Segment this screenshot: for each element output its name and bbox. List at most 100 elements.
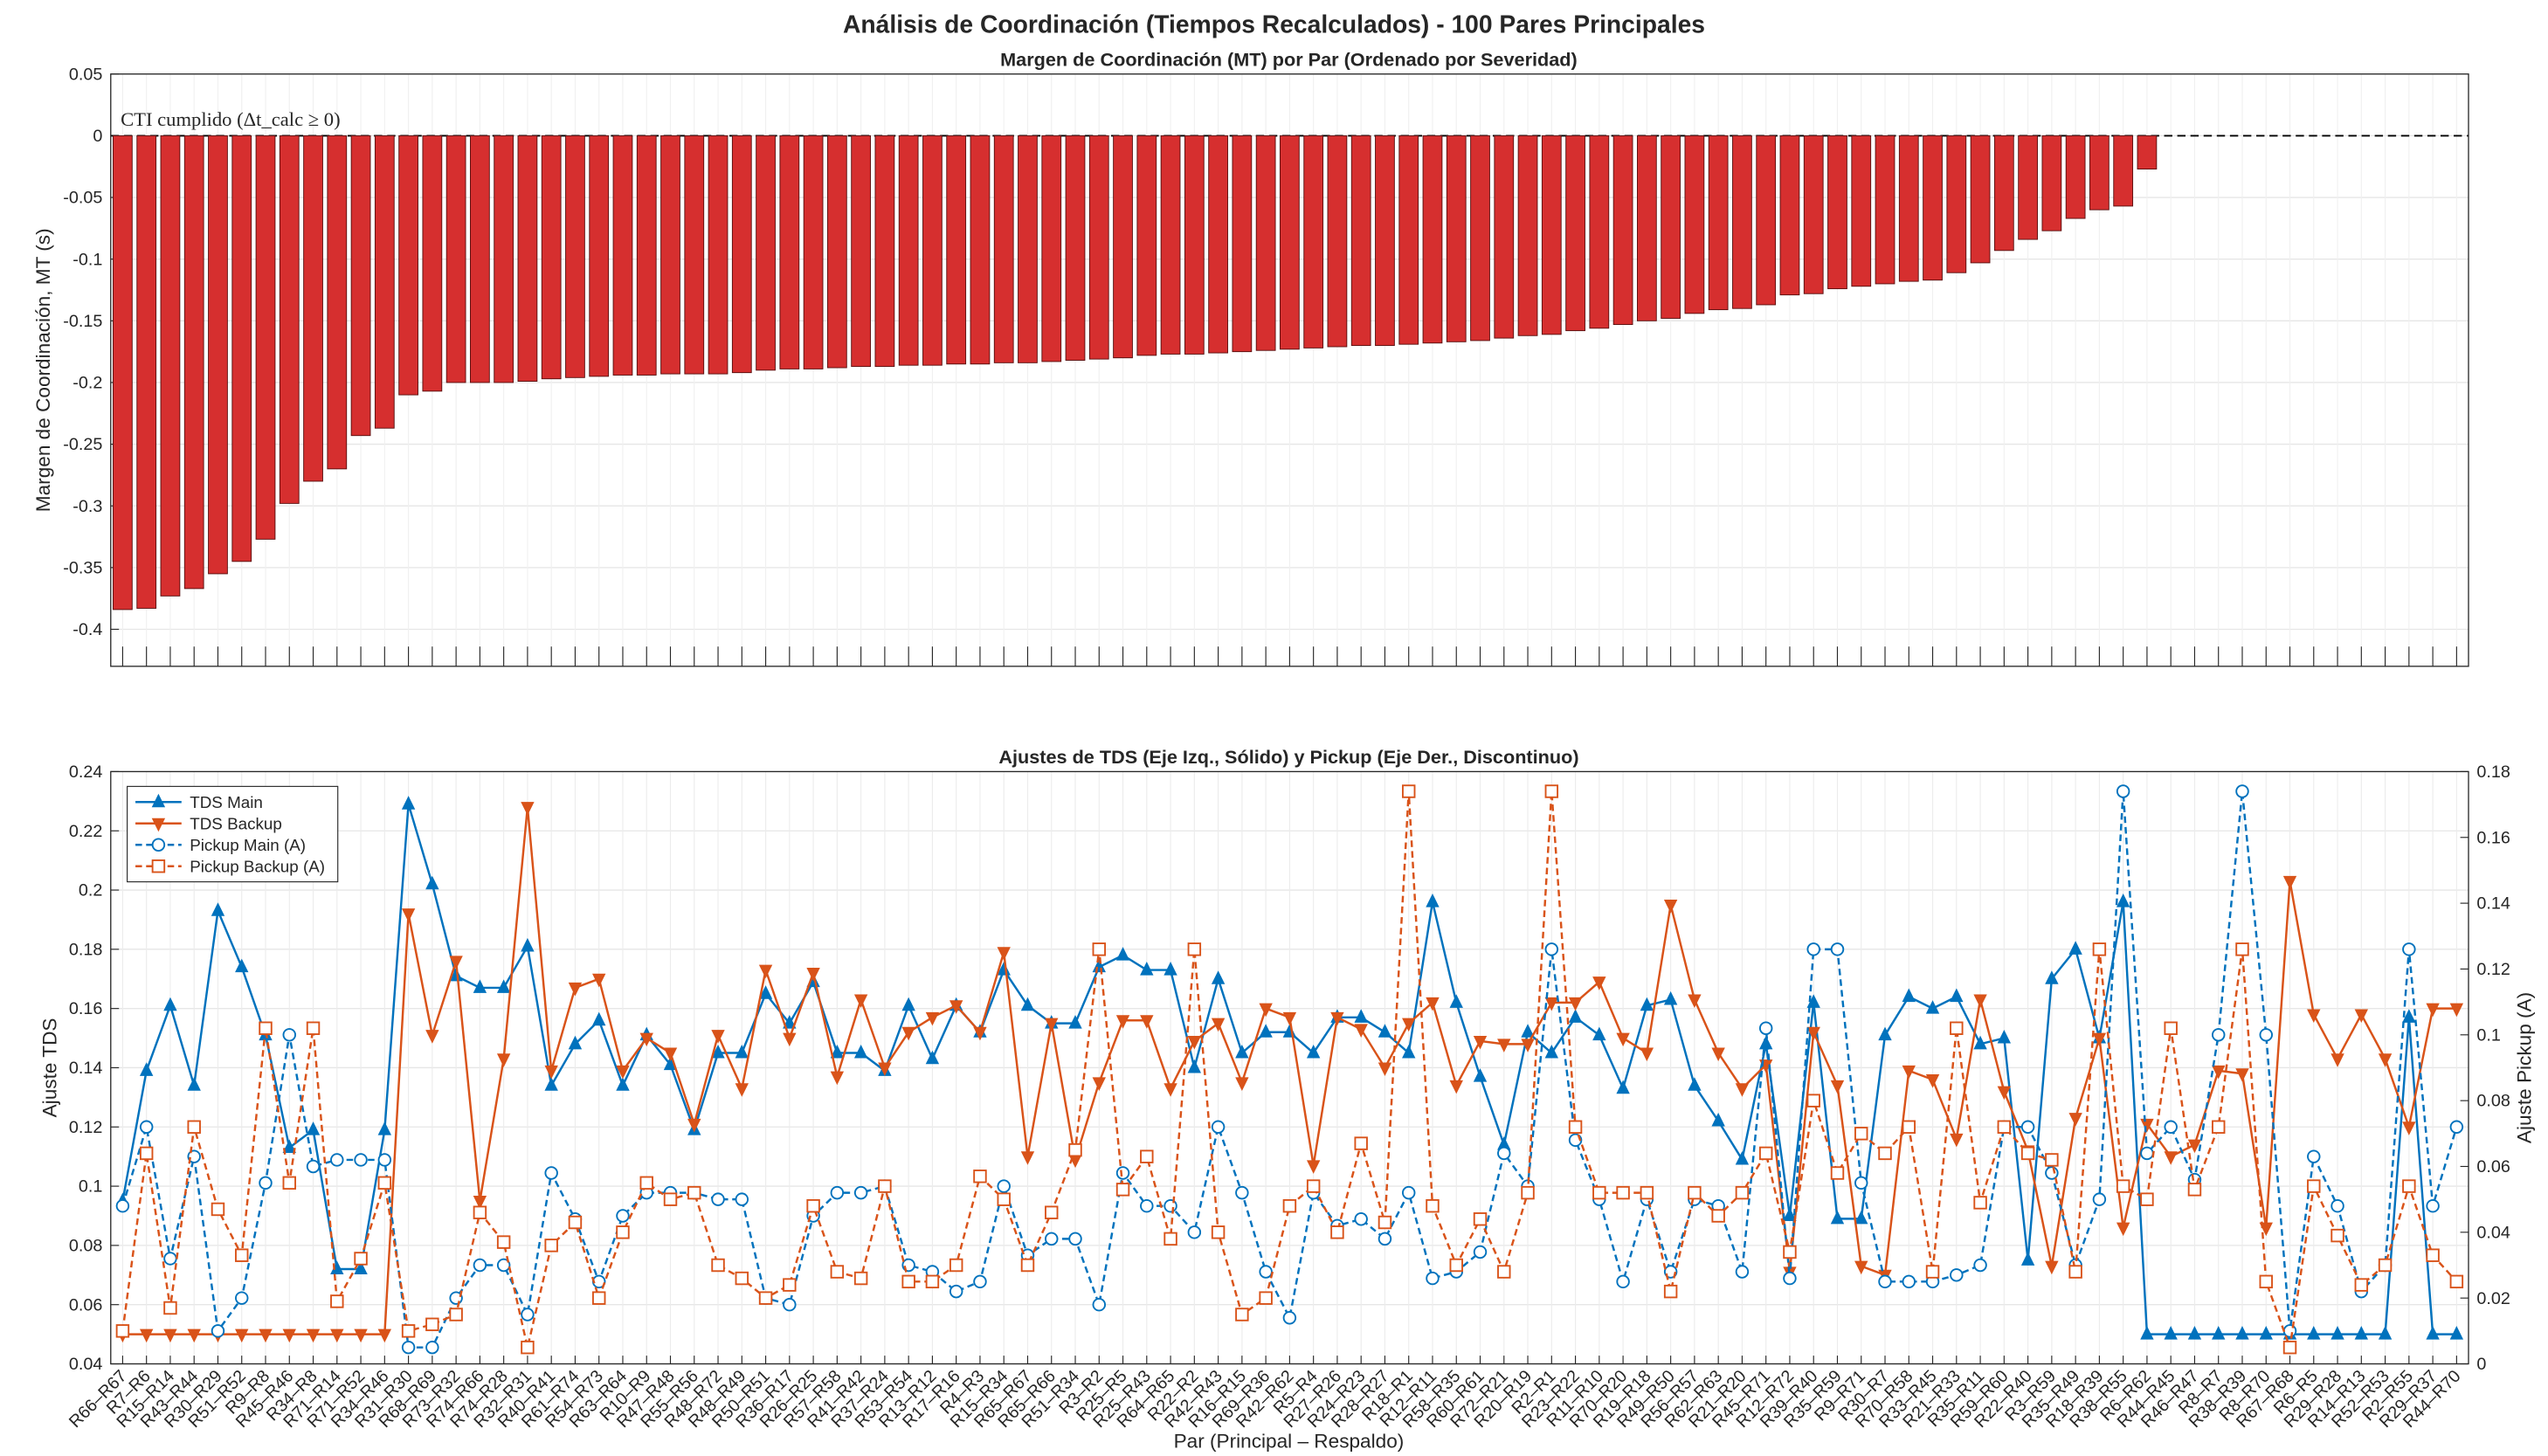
marker [1950, 1268, 1964, 1282]
marker [1426, 1198, 1440, 1213]
marker [1235, 1308, 1249, 1321]
marker [1426, 1271, 1440, 1286]
marker [1211, 1120, 1226, 1134]
marker [1115, 1183, 1130, 1197]
marker [1140, 962, 1154, 976]
marker [139, 1062, 154, 1076]
bar [2089, 135, 2110, 210]
marker [1973, 1035, 1987, 1050]
marker [1497, 1146, 1511, 1161]
y2-tick-label: 0.18 [2476, 763, 2510, 782]
marker [473, 1205, 487, 1219]
marker [663, 1192, 678, 1206]
marker [1711, 1112, 1725, 1127]
y-tick-label: -0.05 [63, 189, 102, 208]
marker [1950, 1021, 1964, 1035]
marker [1830, 1080, 1845, 1094]
marker [1735, 1265, 1750, 1279]
marker [616, 1065, 630, 1080]
y-tick-label: 0.08 [69, 1236, 102, 1255]
marker [901, 1274, 915, 1289]
marker [687, 1185, 701, 1200]
marker [1544, 942, 1559, 956]
bar [279, 135, 300, 504]
marker [1806, 942, 1820, 956]
marker [151, 818, 166, 832]
marker [568, 1035, 583, 1050]
marker [925, 1274, 940, 1289]
marker [2140, 1146, 2154, 1161]
bar [589, 135, 610, 377]
marker [1568, 1120, 1583, 1134]
bar [1636, 135, 1657, 321]
marker [1235, 1185, 1249, 1200]
marker [878, 1179, 892, 1193]
bar [756, 135, 776, 371]
marker [2187, 1183, 2202, 1197]
marker [139, 1146, 154, 1161]
marker [830, 1185, 845, 1200]
bar [1661, 135, 1681, 319]
bar [708, 135, 728, 375]
marker [1973, 994, 1987, 1009]
marker [806, 967, 820, 982]
marker [1330, 1225, 1344, 1239]
bar [1612, 135, 1633, 326]
marker [1164, 962, 1177, 976]
marker [1235, 1077, 1249, 1091]
marker [758, 985, 773, 999]
marker [2164, 1021, 2178, 1035]
marker [1783, 1271, 1797, 1286]
bar [1565, 135, 1585, 332]
marker [1354, 1024, 1368, 1038]
marker [830, 1265, 845, 1279]
legend: TDS Main TDS Backup Pickup Main (A) Pickup … [127, 785, 339, 883]
marker [544, 1239, 558, 1252]
marker [1902, 1120, 1916, 1134]
marker [2330, 1326, 2344, 1340]
annotation: CTI cumplido (Δt_calc ≥ 0) [121, 108, 341, 130]
marker [1045, 1018, 1059, 1032]
bar [2018, 135, 2038, 240]
y2-tick-label: 0.14 [2476, 894, 2510, 914]
marker [1997, 1086, 2012, 1101]
marker [139, 1120, 154, 1134]
marker [2235, 942, 2249, 956]
marker [1592, 1026, 1606, 1041]
marker [1211, 970, 1226, 984]
bar [946, 135, 967, 365]
marker [2402, 1179, 2416, 1193]
marker [1449, 994, 1463, 1008]
bar [541, 135, 562, 380]
marker [377, 1328, 392, 1343]
marker [663, 1047, 678, 1062]
marker [1640, 1047, 1654, 1062]
marker [1187, 1225, 1202, 1239]
marker [282, 1328, 296, 1343]
marker [2187, 1139, 2202, 1154]
marker [1616, 1080, 1630, 1094]
marker [1854, 1127, 1868, 1141]
marker [151, 859, 166, 873]
marker [1115, 1166, 1130, 1180]
bar [183, 135, 204, 590]
axes-box [110, 73, 2469, 667]
marker [306, 1121, 321, 1135]
marker [377, 1153, 392, 1167]
marker [1544, 997, 1558, 1011]
marker [330, 1294, 344, 1308]
marker [259, 1328, 273, 1343]
marker [2449, 1003, 2464, 1018]
y2-tick-label: 0.08 [2476, 1092, 2510, 1111]
marker [2402, 1009, 2416, 1023]
bar [422, 135, 443, 392]
marker [1783, 1207, 1797, 1221]
marker [2426, 1248, 2440, 1262]
bar [2065, 135, 2086, 219]
marker [115, 1198, 130, 1213]
marker [1735, 1083, 1750, 1097]
marker [1020, 1151, 1035, 1165]
marker [115, 1324, 130, 1338]
bar [1398, 135, 1419, 345]
bar [803, 135, 824, 369]
